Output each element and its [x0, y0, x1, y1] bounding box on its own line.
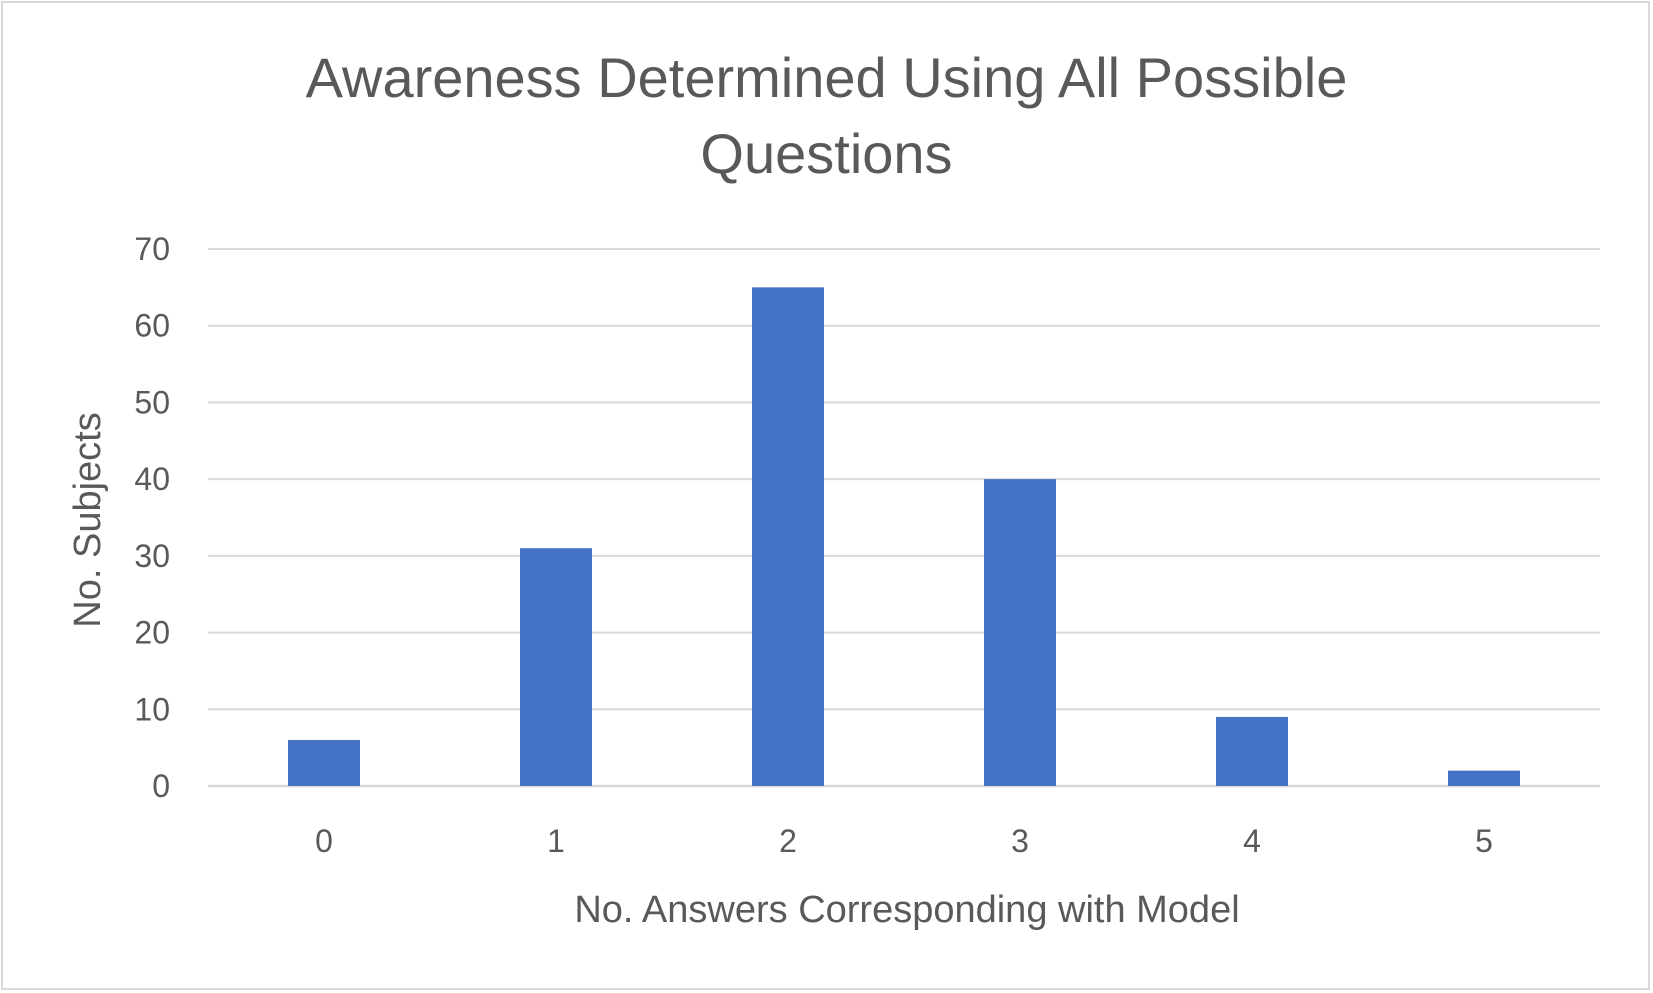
x-tick-label: 3 [1011, 823, 1029, 859]
y-tick-label: 20 [134, 615, 170, 651]
x-axis-ticks: 0 1 2 3 4 5 [315, 823, 1493, 859]
y-tick-label: 60 [134, 308, 170, 344]
y-tick-label: 50 [134, 384, 170, 420]
chart-title-line-1: Awareness Determined Using All Possible [305, 46, 1348, 109]
y-tick-label: 70 [134, 231, 170, 267]
bar-2 [752, 287, 824, 786]
bar-1 [520, 548, 592, 786]
gridlines [208, 248, 1600, 788]
x-tick-label: 2 [779, 823, 797, 859]
x-tick-label: 0 [315, 823, 333, 859]
x-axis-label: No. Answers Corresponding with Model [574, 889, 1239, 931]
bar-3 [984, 479, 1056, 786]
y-tick-label: 40 [134, 461, 170, 497]
y-tick-label: 10 [134, 691, 170, 727]
y-axis-label: No. Subjects [67, 412, 109, 627]
bars [288, 287, 1520, 786]
y-axis-ticks: 0 10 20 30 40 50 60 70 [134, 231, 170, 804]
bar-0 [288, 739, 360, 786]
x-tick-label: 5 [1475, 823, 1493, 859]
bar-4 [1216, 716, 1288, 786]
x-tick-label: 1 [547, 823, 565, 859]
bar-5 [1448, 770, 1520, 786]
chart-title-line-2: Questions [700, 122, 953, 185]
y-tick-label: 30 [134, 538, 170, 574]
y-tick-label: 0 [152, 768, 170, 804]
chart-title: Awareness Determined Using All Possible … [0, 40, 1653, 192]
x-tick-label: 4 [1243, 823, 1261, 859]
